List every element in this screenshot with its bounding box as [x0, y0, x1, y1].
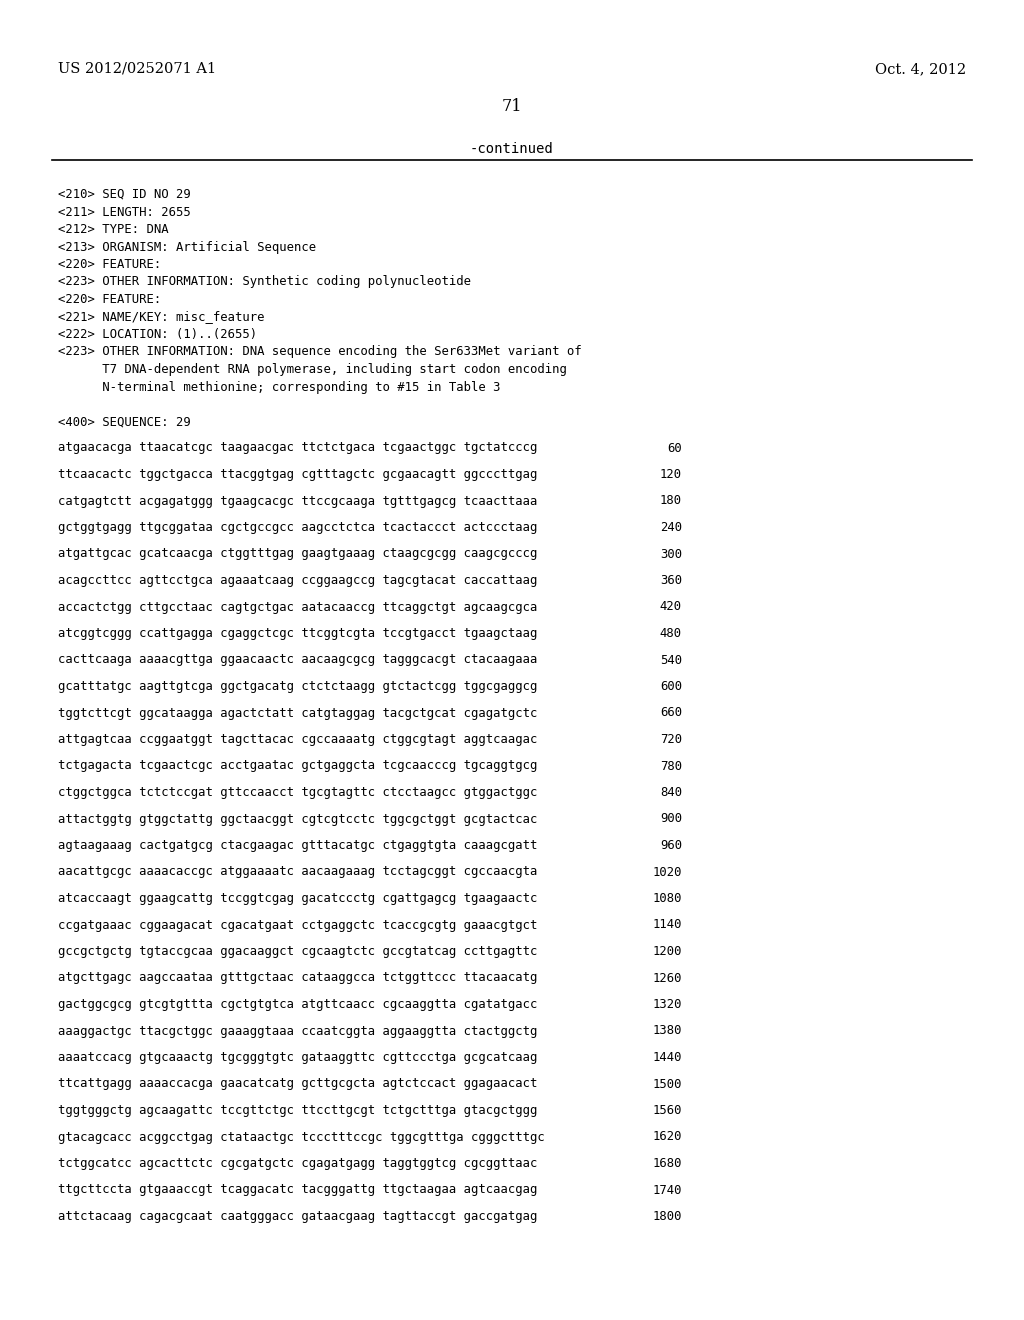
- Text: <221> NAME/KEY: misc_feature: <221> NAME/KEY: misc_feature: [58, 310, 264, 323]
- Text: 1620: 1620: [652, 1130, 682, 1143]
- Text: <212> TYPE: DNA: <212> TYPE: DNA: [58, 223, 169, 236]
- Text: 600: 600: [659, 680, 682, 693]
- Text: <223> OTHER INFORMATION: Synthetic coding polynucleotide: <223> OTHER INFORMATION: Synthetic codin…: [58, 276, 471, 289]
- Text: 1260: 1260: [652, 972, 682, 985]
- Text: atgcttgagc aagccaataa gtttgctaac cataaggcca tctggttccc ttacaacatg: atgcttgagc aagccaataa gtttgctaac cataagg…: [58, 972, 538, 985]
- Text: 1440: 1440: [652, 1051, 682, 1064]
- Text: 960: 960: [659, 840, 682, 851]
- Text: gccgctgctg tgtaccgcaa ggacaaggct cgcaagtctc gccgtatcag ccttgagttc: gccgctgctg tgtaccgcaa ggacaaggct cgcaagt…: [58, 945, 538, 958]
- Text: <220> FEATURE:: <220> FEATURE:: [58, 257, 161, 271]
- Text: 540: 540: [659, 653, 682, 667]
- Text: 240: 240: [659, 521, 682, 535]
- Text: 660: 660: [659, 706, 682, 719]
- Text: <222> LOCATION: (1)..(2655): <222> LOCATION: (1)..(2655): [58, 327, 257, 341]
- Text: gctggtgagg ttgcggataa cgctgccgcc aagcctctca tcactaccct actccctaag: gctggtgagg ttgcggataa cgctgccgcc aagcctc…: [58, 521, 538, 535]
- Text: <400> SEQUENCE: 29: <400> SEQUENCE: 29: [58, 416, 190, 429]
- Text: <210> SEQ ID NO 29: <210> SEQ ID NO 29: [58, 187, 190, 201]
- Text: gtacagcacc acggcctgag ctataactgc tccctttccgc tggcgtttga cgggctttgc: gtacagcacc acggcctgag ctataactgc tcccttt…: [58, 1130, 545, 1143]
- Text: aaaatccacg gtgcaaactg tgcgggtgtc gataaggttc cgttccctga gcgcatcaag: aaaatccacg gtgcaaactg tgcgggtgtc gataagg…: [58, 1051, 538, 1064]
- Text: agtaagaaag cactgatgcg ctacgaagac gtttacatgc ctgaggtgta caaagcgatt: agtaagaaag cactgatgcg ctacgaagac gtttaca…: [58, 840, 538, 851]
- Text: 780: 780: [659, 759, 682, 772]
- Text: tggtcttcgt ggcataagga agactctatt catgtaggag tacgctgcat cgagatgctc: tggtcttcgt ggcataagga agactctatt catgtag…: [58, 706, 538, 719]
- Text: 1740: 1740: [652, 1184, 682, 1196]
- Text: attactggtg gtggctattg ggctaacggt cgtcgtcctc tggcgctggt gcgtactcac: attactggtg gtggctattg ggctaacggt cgtcgtc…: [58, 813, 538, 825]
- Text: attctacaag cagacgcaat caatgggacc gataacgaag tagttaccgt gaccgatgag: attctacaag cagacgcaat caatgggacc gataacg…: [58, 1210, 538, 1224]
- Text: atgaacacga ttaacatcgc taagaacgac ttctctgaca tcgaactggc tgctatcccg: atgaacacga ttaacatcgc taagaacgac ttctctg…: [58, 441, 538, 454]
- Text: ccgatgaaac cggaagacat cgacatgaat cctgaggctc tcaccgcgtg gaaacgtgct: ccgatgaaac cggaagacat cgacatgaat cctgagg…: [58, 919, 538, 932]
- Text: <211> LENGTH: 2655: <211> LENGTH: 2655: [58, 206, 190, 219]
- Text: tggtgggctg agcaagattc tccgttctgc ttccttgcgt tctgctttga gtacgctggg: tggtgggctg agcaagattc tccgttctgc ttccttg…: [58, 1104, 538, 1117]
- Text: 1560: 1560: [652, 1104, 682, 1117]
- Text: tctggcatcc agcacttctc cgcgatgctc cgagatgagg taggtggtcg cgcggttaac: tctggcatcc agcacttctc cgcgatgctc cgagatg…: [58, 1158, 538, 1170]
- Text: accactctgg cttgcctaac cagtgctgac aatacaaccg ttcaggctgt agcaagcgca: accactctgg cttgcctaac cagtgctgac aatacaa…: [58, 601, 538, 614]
- Text: 60: 60: [668, 441, 682, 454]
- Text: 1080: 1080: [652, 892, 682, 906]
- Text: atcggtcggg ccattgagga cgaggctcgc ttcggtcgta tccgtgacct tgaagctaag: atcggtcggg ccattgagga cgaggctcgc ttcggtc…: [58, 627, 538, 640]
- Text: 420: 420: [659, 601, 682, 614]
- Text: <213> ORGANISM: Artificial Sequence: <213> ORGANISM: Artificial Sequence: [58, 240, 316, 253]
- Text: ttcattgagg aaaaccacga gaacatcatg gcttgcgcta agtctccact ggagaacact: ttcattgagg aaaaccacga gaacatcatg gcttgcg…: [58, 1077, 538, 1090]
- Text: atgattgcac gcatcaacga ctggtttgag gaagtgaaag ctaagcgcgg caagcgcccg: atgattgcac gcatcaacga ctggtttgag gaagtga…: [58, 548, 538, 561]
- Text: 71: 71: [502, 98, 522, 115]
- Text: 360: 360: [659, 574, 682, 587]
- Text: ttcaacactc tggctgacca ttacggtgag cgtttagctc gcgaacagtt ggcccttgag: ttcaacactc tggctgacca ttacggtgag cgtttag…: [58, 469, 538, 480]
- Text: 1140: 1140: [652, 919, 682, 932]
- Text: 1800: 1800: [652, 1210, 682, 1224]
- Text: 300: 300: [659, 548, 682, 561]
- Text: Oct. 4, 2012: Oct. 4, 2012: [874, 62, 966, 77]
- Text: 180: 180: [659, 495, 682, 507]
- Text: <223> OTHER INFORMATION: DNA sequence encoding the Ser633Met variant of: <223> OTHER INFORMATION: DNA sequence en…: [58, 346, 582, 359]
- Text: aaaggactgc ttacgctggc gaaaggtaaa ccaatcggta aggaaggtta ctactggctg: aaaggactgc ttacgctggc gaaaggtaaa ccaatcg…: [58, 1024, 538, 1038]
- Text: aacattgcgc aaaacaccgc atggaaaatc aacaagaaag tcctagcggt cgccaacgta: aacattgcgc aaaacaccgc atggaaaatc aacaaga…: [58, 866, 538, 879]
- Text: 1380: 1380: [652, 1024, 682, 1038]
- Text: 120: 120: [659, 469, 682, 480]
- Text: 1680: 1680: [652, 1158, 682, 1170]
- Text: 1500: 1500: [652, 1077, 682, 1090]
- Text: atcaccaagt ggaagcattg tccggtcgag gacatccctg cgattgagcg tgaagaactc: atcaccaagt ggaagcattg tccggtcgag gacatcc…: [58, 892, 538, 906]
- Text: T7 DNA-dependent RNA polymerase, including start codon encoding: T7 DNA-dependent RNA polymerase, includi…: [58, 363, 567, 376]
- Text: 1020: 1020: [652, 866, 682, 879]
- Text: cacttcaaga aaaacgttga ggaacaactc aacaagcgcg tagggcacgt ctacaagaaa: cacttcaaga aaaacgttga ggaacaactc aacaagc…: [58, 653, 538, 667]
- Text: N-terminal methionine; corresponding to #15 in Table 3: N-terminal methionine; corresponding to …: [58, 380, 501, 393]
- Text: -continued: -continued: [470, 143, 554, 156]
- Text: gactggcgcg gtcgtgttta cgctgtgtca atgttcaacc cgcaaggtta cgatatgacc: gactggcgcg gtcgtgttta cgctgtgtca atgttca…: [58, 998, 538, 1011]
- Text: attgagtcaa ccggaatggt tagcttacac cgccaaaatg ctggcgtagt aggtcaagac: attgagtcaa ccggaatggt tagcttacac cgccaaa…: [58, 733, 538, 746]
- Text: 720: 720: [659, 733, 682, 746]
- Text: 1320: 1320: [652, 998, 682, 1011]
- Text: acagccttcc agttcctgca agaaatcaag ccggaagccg tagcgtacat caccattaag: acagccttcc agttcctgca agaaatcaag ccggaag…: [58, 574, 538, 587]
- Text: <220> FEATURE:: <220> FEATURE:: [58, 293, 161, 306]
- Text: 480: 480: [659, 627, 682, 640]
- Text: 900: 900: [659, 813, 682, 825]
- Text: 840: 840: [659, 785, 682, 799]
- Text: US 2012/0252071 A1: US 2012/0252071 A1: [58, 62, 216, 77]
- Text: ctggctggca tctctccgat gttccaacct tgcgtagttc ctcctaagcc gtggactggc: ctggctggca tctctccgat gttccaacct tgcgtag…: [58, 785, 538, 799]
- Text: catgagtctt acgagatggg tgaagcacgc ttccgcaaga tgtttgagcg tcaacttaaa: catgagtctt acgagatggg tgaagcacgc ttccgca…: [58, 495, 538, 507]
- Text: 1200: 1200: [652, 945, 682, 958]
- Text: ttgcttccta gtgaaaccgt tcaggacatc tacgggattg ttgctaagaa agtcaacgag: ttgcttccta gtgaaaccgt tcaggacatc tacggga…: [58, 1184, 538, 1196]
- Text: tctgagacta tcgaactcgc acctgaatac gctgaggcta tcgcaacccg tgcaggtgcg: tctgagacta tcgaactcgc acctgaatac gctgagg…: [58, 759, 538, 772]
- Text: gcatttatgc aagttgtcga ggctgacatg ctctctaagg gtctactcgg tggcgaggcg: gcatttatgc aagttgtcga ggctgacatg ctctcta…: [58, 680, 538, 693]
